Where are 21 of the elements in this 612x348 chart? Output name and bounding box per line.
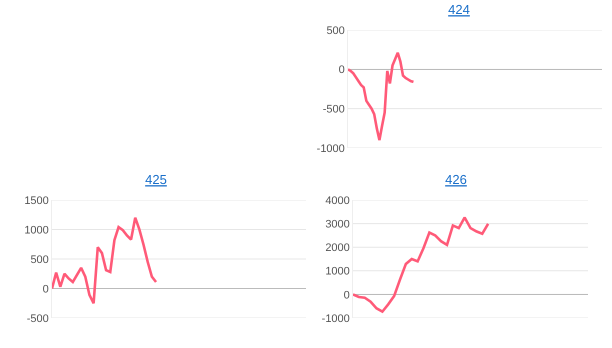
y-tick-label: -500: [322, 104, 345, 116]
y-tick-label: 1500: [24, 194, 49, 207]
y-tick-label: 1000: [325, 266, 350, 278]
y-tick-label: -1000: [316, 142, 345, 155]
y-tick-label: 3000: [325, 218, 350, 230]
line-series: [348, 52, 415, 142]
y-tick-label: 500: [326, 24, 345, 37]
line-series: [353, 216, 490, 313]
chart-title: 425: [145, 172, 167, 188]
y-tick-label: 2000: [325, 242, 350, 254]
chart-title: 426: [445, 172, 467, 188]
y-tick-label: 0: [338, 64, 345, 76]
y-tick-label: 0: [344, 289, 350, 302]
y-tick-label: 4000: [325, 194, 350, 207]
y-tick-label: 1000: [24, 224, 49, 236]
y-tick-label: -1000: [322, 312, 350, 325]
y-tick-label: -500: [26, 312, 49, 325]
y-tick-label: 500: [30, 254, 49, 266]
y-tick-label: 0: [42, 283, 49, 296]
chart-title: 424: [448, 2, 470, 18]
line-series: [52, 216, 158, 305]
